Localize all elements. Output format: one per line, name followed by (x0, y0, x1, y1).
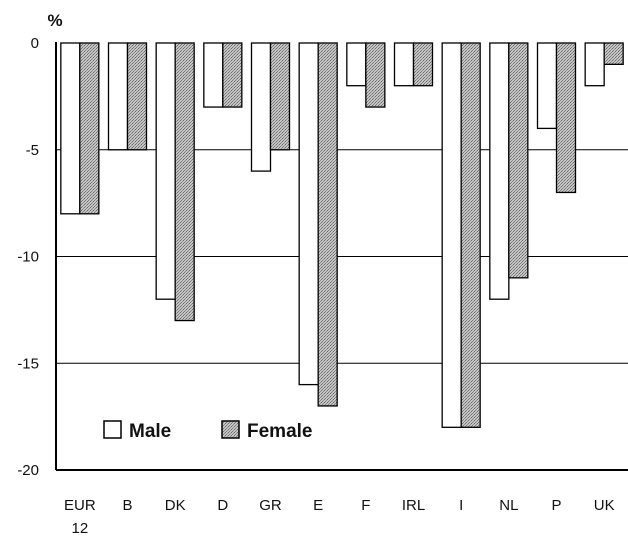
gridlines (56, 149, 628, 364)
x-tick-label: DK (165, 497, 186, 514)
bar-male-irl (393, 42, 415, 87)
bar-female-uk (603, 42, 624, 66)
x-tick-label: I (459, 497, 463, 514)
bar-female-eur (79, 42, 100, 215)
bar-male-nl (489, 42, 510, 300)
bar-male-i (441, 42, 462, 428)
bar-male-e (298, 42, 319, 386)
bar-male-uk (584, 42, 605, 87)
x-tick-sublabel: 12 (71, 520, 88, 536)
x-axis-labels: EUR 12 B DK D GR E F IRL I NL P UK (64, 497, 615, 536)
y-tick-label: -10 (17, 249, 39, 266)
legend-label-male: Male (129, 421, 171, 442)
x-tick-label: IRL (402, 497, 425, 514)
x-tick-label: B (122, 497, 132, 514)
x-tick-label: EUR (64, 497, 96, 514)
bar-female-b (126, 42, 148, 151)
x-tick-label: NL (499, 497, 518, 514)
x-tick-label: GR (259, 497, 282, 514)
bar-female-irl (412, 42, 434, 87)
legend: Male Female (103, 420, 312, 442)
bar-male-gr (250, 42, 272, 172)
x-tick-label: P (551, 497, 561, 514)
bar-male-dk (155, 42, 176, 300)
bar-male-p (536, 42, 558, 130)
y-tick-label: -20 (17, 462, 39, 479)
legend-swatch-female (221, 420, 240, 439)
y-axis-unit-label: % (47, 11, 62, 30)
y-tick-label: -15 (17, 355, 39, 372)
bar-male-eur (60, 42, 81, 215)
bar-female-i (460, 42, 481, 428)
y-tick-label: -5 (26, 142, 39, 159)
x-tick-label: F (361, 497, 370, 514)
legend-swatch-male (103, 420, 122, 439)
bar-male-d (203, 42, 224, 108)
bar-female-f (365, 42, 386, 108)
bars (60, 42, 624, 428)
bar-female-e (317, 42, 338, 407)
y-tick-label: 0 (31, 35, 39, 52)
bar-female-nl (508, 42, 529, 279)
bar-female-dk (174, 42, 195, 322)
x-tick-label: E (313, 497, 323, 514)
y-axis-ticks: 0 -5 -10 -15 -20 (17, 35, 39, 479)
x-tick-label: UK (594, 497, 615, 514)
x-tick-label: D (217, 497, 228, 514)
bar-female-p (555, 42, 577, 194)
bar-male-f (346, 42, 367, 87)
bar-female-gr (269, 42, 291, 151)
bar-female-d (222, 42, 243, 108)
legend-label-female: Female (247, 421, 312, 442)
bar-male-b (107, 42, 129, 151)
